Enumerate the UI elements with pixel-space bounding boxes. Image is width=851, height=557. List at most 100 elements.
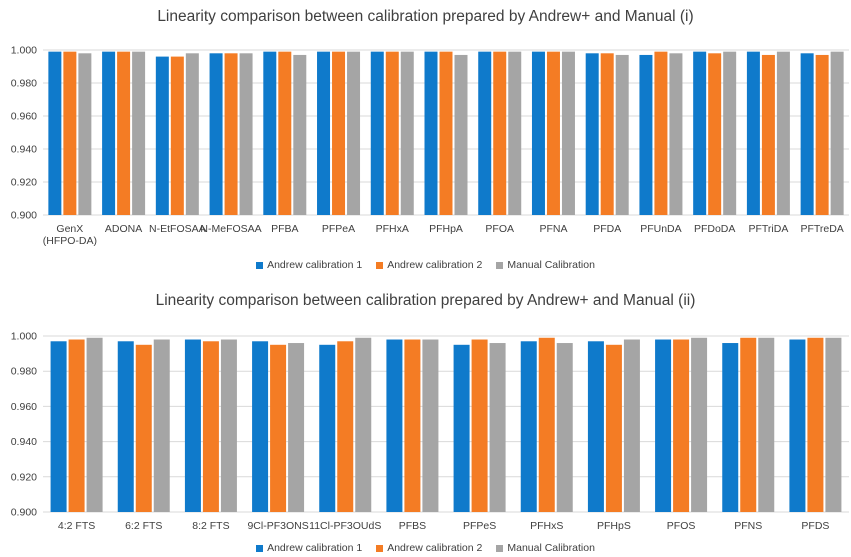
bar	[600, 53, 614, 215]
legend-label: Manual Calibration	[507, 542, 595, 554]
legend-item: Andrew calibration 1	[256, 259, 362, 271]
y-tick-label: 0.920	[11, 471, 37, 483]
x-tick-label: 6:2 FTS	[125, 520, 162, 532]
x-tick-label: PFOA	[485, 223, 514, 235]
x-tick-label: 4:2 FTS	[58, 520, 95, 532]
bar	[370, 51, 384, 216]
bar	[263, 51, 277, 216]
bar	[220, 339, 237, 512]
legend-swatch	[256, 544, 264, 552]
y-tick-label: 0.900	[11, 210, 37, 222]
y-tick-label: 1.000	[11, 45, 37, 57]
bar	[789, 339, 806, 512]
x-tick-label: GenX (HFPO-DA)	[43, 223, 97, 247]
bar	[439, 51, 453, 216]
x-tick-label: PFHxA	[376, 223, 409, 235]
legend-label: Manual Calibration	[507, 259, 595, 271]
x-tick-label: PFBS	[399, 520, 426, 532]
bar	[761, 54, 775, 216]
bar	[723, 51, 737, 216]
bar	[117, 341, 134, 512]
bar	[740, 337, 757, 512]
chart-panel-i: Linearity comparison between calibration…	[11, 8, 849, 271]
x-tick-label: PFOS	[667, 520, 696, 532]
bar	[117, 51, 131, 216]
bar	[170, 56, 184, 215]
bar	[746, 51, 760, 216]
legend-swatch	[496, 261, 504, 269]
y-tick-label: 0.960	[11, 401, 37, 413]
y-tick-label: 0.940	[11, 144, 37, 156]
bar	[252, 341, 269, 512]
bar	[422, 339, 439, 512]
bar	[605, 344, 622, 512]
legend-label: Andrew calibration 1	[267, 259, 363, 271]
legend-label: Andrew calibration 2	[387, 259, 483, 271]
bar	[538, 337, 555, 512]
bar	[830, 51, 844, 216]
chart-panel-ii: Linearity comparison between calibration…	[0, 282, 851, 557]
bar	[385, 51, 399, 216]
x-tick-label: N-EtFOSAA	[149, 223, 206, 235]
bar	[68, 339, 85, 512]
bar	[135, 344, 152, 512]
bar	[386, 339, 403, 512]
bar	[800, 53, 814, 215]
bar	[453, 344, 470, 512]
x-tick-label: PFHpA	[429, 223, 463, 235]
bar	[48, 51, 62, 216]
bar	[758, 337, 775, 512]
bar	[673, 339, 690, 512]
bar	[508, 51, 522, 216]
bar	[424, 51, 438, 216]
bar	[623, 339, 640, 512]
bar	[337, 341, 354, 512]
x-tick-label: PFDS	[801, 520, 829, 532]
bar	[209, 53, 223, 215]
bar-chart-ii: 0.900 0.920 0.940 0.960 0.980 1.000 4:2 FTS 6:2…	[11, 331, 849, 532]
x-tick-label: 11Cl-PF3OUdS	[309, 520, 381, 532]
x-tick-label: N-MeFOSAA	[200, 223, 261, 235]
legend-label: Andrew calibration 2	[387, 542, 483, 554]
bar	[270, 344, 287, 512]
legend-item: Andrew calibration 2	[376, 259, 482, 271]
bar	[293, 54, 307, 216]
legend-swatch	[376, 261, 384, 269]
bar	[520, 341, 537, 512]
bar	[654, 51, 668, 216]
legend-item: Manual Calibration	[496, 542, 595, 554]
bar	[278, 51, 292, 216]
bar	[669, 53, 683, 215]
bar	[155, 56, 169, 215]
bar	[400, 51, 414, 216]
bar	[776, 51, 790, 216]
x-tick-label: PFUnDA	[640, 223, 681, 235]
bar-chart-i: 0.900 0.920 0.940 0.960 0.980 1.000 GenX (HFPO-…	[11, 45, 849, 247]
x-tick-label: PFPeA	[322, 223, 355, 235]
x-tick-label: ADONA	[105, 223, 142, 235]
x-tick-label: PFPeS	[463, 520, 496, 532]
legend-item: Andrew calibration 1	[256, 542, 362, 554]
x-tick-label: PFHpS	[597, 520, 631, 532]
x-tick-label: PFDA	[593, 223, 621, 235]
bar	[587, 341, 604, 512]
legend-item: Andrew calibration 2	[376, 542, 482, 554]
bar	[807, 337, 824, 512]
y-tick-label: 0.960	[11, 111, 37, 123]
x-tick-label: PFDoDA	[694, 223, 735, 235]
x-tick-label: PFBA	[271, 223, 298, 235]
y-tick-label: 0.980	[11, 78, 37, 90]
y-tick-label: 0.920	[11, 177, 37, 189]
bar	[317, 51, 331, 216]
bar	[489, 343, 506, 512]
x-tick-label: PFTreDA	[800, 223, 843, 235]
legend: Andrew calibration 1 Andrew calibration …	[0, 542, 851, 554]
bar	[693, 51, 707, 216]
bar	[288, 343, 305, 512]
bar	[561, 51, 575, 216]
bar	[691, 337, 708, 512]
bar	[185, 53, 199, 215]
bar	[825, 337, 842, 512]
y-tick-label: 0.900	[11, 507, 37, 519]
bar	[478, 51, 492, 216]
